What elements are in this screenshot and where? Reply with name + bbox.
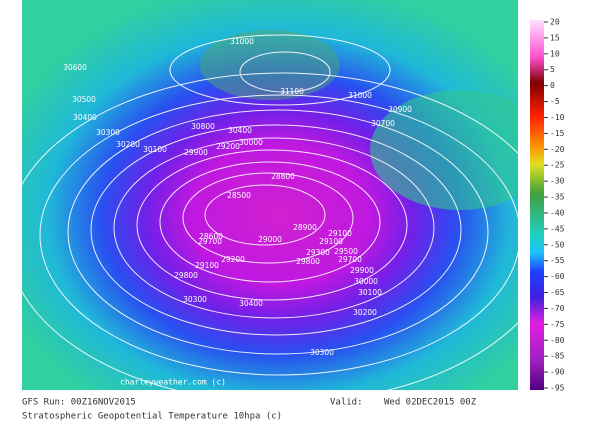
- contour-label: 29900: [184, 148, 208, 157]
- contour-label: 29800: [296, 257, 320, 266]
- colorbar-label: -70: [550, 304, 565, 313]
- colorbar-label: -15: [550, 129, 565, 138]
- contour-label: 30200: [353, 308, 377, 317]
- colorbar-label: -35: [550, 193, 565, 202]
- contour-label: 28900: [293, 223, 317, 232]
- colorbar-label: -25: [550, 161, 565, 170]
- footer-run: GFS Run: 00Z16NOV2015: [22, 398, 136, 408]
- contour-label: 29100: [195, 261, 219, 270]
- contour-label: 29300: [306, 248, 330, 257]
- contour-label: 30500: [72, 95, 96, 104]
- contour-label: 30000: [239, 138, 263, 147]
- contour-label: 30300: [183, 295, 207, 304]
- colorbar-label: -60: [550, 272, 565, 281]
- contour-label: 28500: [227, 191, 251, 200]
- contour-label: 31000: [230, 37, 254, 46]
- footer-valid-label: Valid:: [330, 398, 363, 408]
- contour-label: 30400: [73, 113, 97, 122]
- contour-label: 30000: [354, 277, 378, 286]
- colorbar-label: -85: [550, 352, 565, 361]
- colorbar-label: 5: [550, 65, 555, 74]
- contour-label: 31100: [280, 87, 304, 96]
- footer-valid: Wed 02DEC2015 00Z: [384, 398, 477, 408]
- contour-label: 29900: [350, 266, 374, 275]
- contour-label: 31000: [348, 91, 372, 100]
- contour-label: 30900: [388, 105, 412, 114]
- contour-label: 30600: [63, 63, 87, 72]
- colorbar-label: -30: [550, 177, 565, 186]
- colorbar-label: -55: [550, 256, 565, 265]
- footer-product: Stratospheric Geopotential Temperature 1…: [22, 412, 282, 422]
- contour-label: 29100: [328, 229, 352, 238]
- contour-label: 28800: [271, 172, 295, 181]
- contour-label: 28600: [199, 232, 223, 241]
- contour-label: 29700: [198, 237, 222, 246]
- watermark: charleyweather.com (c): [120, 378, 226, 387]
- contour-label: 29200: [216, 142, 240, 151]
- contour-label: 30300: [96, 128, 120, 137]
- contour-label: 29000: [258, 235, 282, 244]
- colorbar-label: -20: [550, 145, 565, 154]
- colorbar-label: -10: [550, 113, 565, 122]
- contour-label: 30300: [310, 348, 334, 357]
- colorbar: [530, 20, 544, 390]
- contour-label: 30800: [191, 122, 215, 131]
- map: charleyweather.com (c) 31000 30600 31100 31…: [22, 0, 518, 390]
- contour-label: 30400: [228, 126, 252, 135]
- contour-label: 29100: [319, 237, 343, 246]
- contour-label: 30100: [358, 288, 382, 297]
- colorbar-label: 20: [550, 18, 560, 27]
- contour-label: 30200: [116, 140, 140, 149]
- colorbar-label: -65: [550, 288, 565, 297]
- colorbar-label: -75: [550, 320, 565, 329]
- colorbar-label: -50: [550, 240, 565, 249]
- colorbar-label: -80: [550, 336, 565, 345]
- contour-label: 29200: [221, 255, 245, 264]
- colorbar-label: 10: [550, 49, 560, 58]
- colorbar-label: -5: [550, 97, 560, 106]
- colorbar-label: -45: [550, 224, 565, 233]
- contour-label: 29500: [334, 247, 358, 256]
- contour-label: 30400: [239, 299, 263, 308]
- contour-label: 30100: [143, 145, 167, 154]
- contour-label: 29700: [338, 255, 362, 264]
- colorbar-label: 0: [550, 81, 555, 90]
- contour-label: 29800: [174, 271, 198, 280]
- colorbar-label: 15: [550, 33, 560, 42]
- colorbar-label: -95: [550, 384, 565, 393]
- colorbar-label: -40: [550, 208, 565, 217]
- contour-label: 30700: [371, 119, 395, 128]
- colorbar-label: -90: [550, 368, 565, 377]
